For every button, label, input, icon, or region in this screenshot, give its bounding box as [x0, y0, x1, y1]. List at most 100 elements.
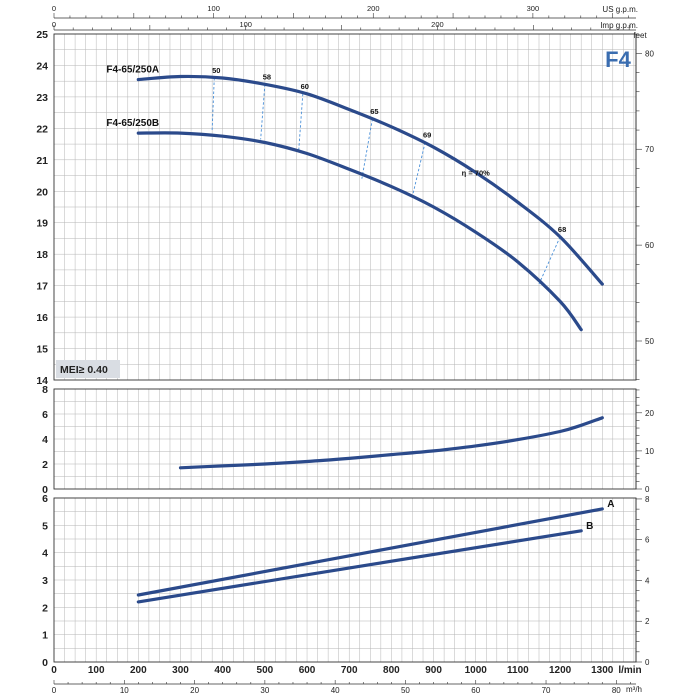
- efficiency-label: 58: [263, 72, 271, 81]
- y-tick-label: 15: [36, 344, 48, 356]
- y-tick-label: 20: [36, 186, 48, 198]
- imp-gpm-unit: Imp g.p.m.: [600, 21, 638, 30]
- series-label: F4-65/250A: [106, 65, 159, 76]
- lmin-tick-label: 900: [425, 665, 442, 676]
- lmin-tick-label: 1200: [549, 665, 572, 676]
- right-axis-tick-label: 2: [645, 617, 650, 626]
- y-tick-label: 8: [42, 384, 48, 396]
- lmin-unit: l/min: [618, 665, 641, 676]
- efficiency-iso-lines: [211, 78, 561, 285]
- y-tick-label: 1: [42, 630, 48, 642]
- y-tick-label: 6: [42, 493, 48, 505]
- y-tick-label: 24: [36, 60, 48, 72]
- m3h-tick-label: 80: [612, 686, 621, 695]
- efficiency-label: 65: [370, 107, 378, 116]
- lmin-tick-label: 400: [214, 665, 231, 676]
- y-tick-label: 0: [42, 657, 48, 669]
- right-axis-tick-label: 20: [645, 409, 654, 418]
- us-gpm-tick-label: 300: [527, 4, 540, 13]
- lmin-tick-label: 100: [88, 665, 105, 676]
- y-tick-label: 3: [42, 575, 48, 587]
- efficiency-line: [260, 84, 266, 140]
- m3h-tick-label: 10: [120, 686, 129, 695]
- efficiency-line: [412, 142, 426, 197]
- m3h-tick-label: 30: [260, 686, 269, 695]
- series-line-2-1: [136, 529, 583, 604]
- right-axis-tick-label: 6: [645, 536, 650, 545]
- right-axis-tick-label: 4: [645, 576, 650, 585]
- lmin-tick-label: 1300: [591, 665, 614, 676]
- efficiency-label: 60: [301, 82, 309, 91]
- efficiency-label: 50: [212, 66, 220, 75]
- m3h-tick-label: 60: [471, 686, 480, 695]
- lmin-tick-label: 700: [341, 665, 358, 676]
- mei-label: MEI≥ 0.40: [60, 364, 108, 376]
- series-line-1-0: [178, 416, 604, 470]
- y-tick-label: 22: [36, 123, 48, 135]
- efficiency-label: 69: [423, 131, 431, 140]
- mei-badge-bg: [56, 360, 120, 378]
- us-gpm-tick-label: 200: [367, 4, 380, 13]
- y-tick-label: 18: [36, 249, 48, 261]
- right-axis-tick-label: 0: [645, 658, 650, 667]
- m3h-tick-label: 50: [401, 686, 410, 695]
- series-line-2-0: [136, 507, 604, 597]
- y-tick-label: 2: [42, 459, 48, 471]
- right-axis-tick-label: 10: [645, 447, 654, 456]
- series-layer: [136, 74, 604, 604]
- y-tick-label: 19: [36, 218, 48, 230]
- efficiency-line: [361, 118, 373, 179]
- efficiency-max-label: η = 70%: [462, 169, 490, 178]
- right-axis-tick-label: 8: [645, 495, 650, 504]
- y-tick-label: 14: [36, 375, 48, 387]
- y-tick-label: 6: [42, 409, 48, 421]
- series-line-0-1: [136, 131, 583, 332]
- us-gpm-tick-label: 0: [52, 4, 56, 13]
- m3h-tick-label: 0: [52, 686, 57, 695]
- series-label: F4-65/250B: [106, 118, 159, 129]
- lmin-tick-label: 0: [51, 665, 57, 676]
- right-axis-tick-label: 80: [645, 49, 654, 58]
- lmin-tick-label: 1100: [507, 665, 529, 676]
- y-tick-label: 17: [36, 281, 48, 293]
- feet-unit: feet: [633, 31, 647, 40]
- right-axis-tick-label: 70: [645, 145, 654, 154]
- y-tick-label: 23: [36, 92, 48, 104]
- right-axis-tick-label: 0: [645, 485, 650, 494]
- y-tick-label: 4: [42, 434, 48, 446]
- imp-gpm-tick-label: 100: [239, 20, 252, 29]
- frame-layer: [53, 13, 642, 685]
- efficiency-line: [211, 78, 215, 130]
- efficiency-line: [298, 93, 304, 152]
- lmin-tick-label: 800: [383, 665, 400, 676]
- y-tick-label: 5: [42, 520, 48, 532]
- lmin-tick-label: 200: [130, 665, 147, 676]
- lmin-tick-label: 1000: [465, 665, 488, 676]
- imp-gpm-tick-label: 0: [52, 20, 56, 29]
- y-tick-label: 25: [36, 29, 48, 41]
- y-tick-label: 4: [42, 548, 48, 560]
- series-label: B: [586, 521, 593, 532]
- series-label: A: [607, 499, 614, 510]
- y-tick-label: 0: [42, 484, 48, 496]
- lmin-tick-label: 500: [257, 665, 274, 676]
- efficiency-label: 68: [558, 225, 566, 234]
- m3h-unit: m³/h: [626, 685, 642, 694]
- series-line-0-0: [136, 74, 604, 286]
- lmin-tick-label: 300: [172, 665, 189, 676]
- m3h-tick-label: 20: [190, 686, 199, 695]
- m3h-tick-label: 70: [542, 686, 551, 695]
- model-badge: F4: [605, 47, 631, 72]
- lmin-tick-label: 600: [299, 665, 316, 676]
- y-tick-label: 21: [36, 155, 48, 167]
- imp-gpm-tick-label: 200: [431, 20, 444, 29]
- y-tick-label: 2: [42, 602, 48, 614]
- y-tick-label: 16: [36, 312, 48, 324]
- right-axis-tick-label: 60: [645, 241, 654, 250]
- m3h-tick-label: 40: [331, 686, 340, 695]
- us-gpm-unit: US g.p.m.: [602, 5, 638, 14]
- us-gpm-tick-label: 100: [207, 4, 220, 13]
- right-axis-tick-label: 50: [645, 337, 654, 346]
